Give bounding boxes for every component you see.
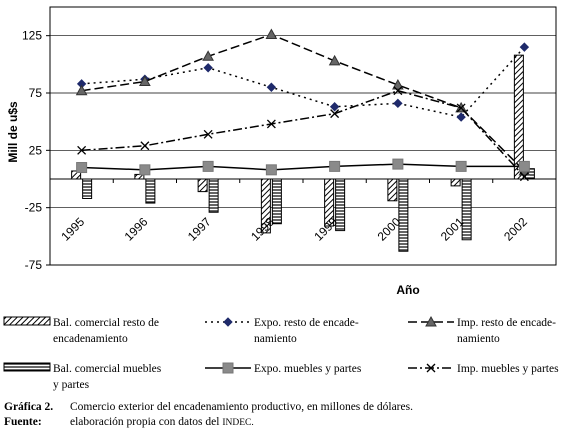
marker-square xyxy=(76,162,88,174)
marker-square xyxy=(202,160,214,172)
series-line-triangle xyxy=(81,33,525,172)
marker-x-stroke xyxy=(203,129,213,139)
marker-diamond xyxy=(329,102,340,112)
y-tick-label: -25 xyxy=(25,201,43,215)
marker-triangle xyxy=(392,78,404,90)
caption-text-1: Comercio exterior del encadenamiento pro… xyxy=(70,401,413,413)
marker-x xyxy=(77,145,87,155)
marker-x xyxy=(203,129,213,139)
marker-triangle xyxy=(265,28,278,40)
marker-triangle xyxy=(202,50,214,61)
marker-triangle xyxy=(139,75,151,87)
marker-square xyxy=(329,160,341,172)
legend-label: namiento xyxy=(457,333,500,345)
marker-square xyxy=(265,164,277,176)
marker-square xyxy=(455,160,467,172)
caption-label-1: Gráfica 2. xyxy=(4,401,53,413)
marker-diamond xyxy=(266,82,277,92)
legend-item: Imp. muebles y partes xyxy=(408,363,559,375)
legend-label: namiento xyxy=(254,333,297,345)
x-tick-label: 2002 xyxy=(501,215,530,244)
marker-square xyxy=(518,160,530,172)
caption-label-2: Fuente: xyxy=(4,416,42,428)
bar-horiz xyxy=(271,178,282,225)
bar-diag xyxy=(513,54,524,180)
marker-square xyxy=(139,164,151,176)
marker-x-stroke xyxy=(426,363,436,373)
x-tick-label: 1996 xyxy=(122,215,151,244)
y-axis-label: Mill de u$s xyxy=(6,101,20,163)
legend-label: Imp. muebles y partes xyxy=(457,363,559,375)
series-line-x xyxy=(81,89,525,178)
legend-item: Expo. resto de encade-namiento xyxy=(205,317,359,345)
legend-item: Bal. comercial resto de encadenamiento xyxy=(3,316,159,345)
legend-label: y partes xyxy=(53,379,90,391)
marker-triangle xyxy=(425,315,437,327)
marker-diamond xyxy=(393,98,403,109)
y-tick-label: 75 xyxy=(29,86,43,100)
plot-frame xyxy=(49,6,557,266)
caption-text-2: elaboración propia con datos del INDEC. xyxy=(70,416,254,428)
marker-x xyxy=(330,109,340,119)
x-tick-label: 1997 xyxy=(185,215,214,244)
bar-diag xyxy=(387,178,398,202)
bar-diag xyxy=(450,178,461,187)
marker-square xyxy=(392,158,404,170)
bar-diag xyxy=(324,178,335,227)
bar-horiz xyxy=(145,178,156,204)
bar-horiz xyxy=(461,178,472,241)
marker-x xyxy=(519,172,529,182)
marker-x-stroke xyxy=(140,141,150,151)
marker-x-stroke xyxy=(519,172,529,182)
marker-x-stroke xyxy=(266,119,276,129)
marker-square xyxy=(222,362,234,374)
legend-item: Imp. resto de encade-namiento xyxy=(408,315,556,345)
legend-label: Bal. comercial resto de xyxy=(53,317,159,329)
bar-horiz xyxy=(82,178,93,199)
marker-triangle xyxy=(328,54,341,66)
marker-x-stroke xyxy=(77,145,87,155)
bar-diag xyxy=(197,178,208,193)
legend-label: Expo. muebles y partes xyxy=(254,363,362,375)
legend-label: Imp. resto de encade- xyxy=(457,317,556,329)
x-axis-label: Año xyxy=(396,283,419,297)
bar-horiz xyxy=(208,178,219,213)
marker-x xyxy=(456,103,466,113)
marker-triangle xyxy=(75,84,88,96)
legend-label: Bal. comercial muebles xyxy=(53,363,162,375)
caption: Gráfica 2. Comercio exterior del encaden… xyxy=(4,401,413,428)
legend-label: encadenamiento xyxy=(53,333,128,345)
marker-x xyxy=(426,363,436,373)
caption-source: INDEC. xyxy=(222,418,253,428)
legend-item: Expo. muebles y partes xyxy=(205,362,362,375)
y-tick-label: 25 xyxy=(29,143,43,157)
marker-x-stroke xyxy=(330,109,340,119)
marker-x-stroke xyxy=(456,103,466,113)
legend-swatch-horiz xyxy=(3,362,51,372)
legend-label: Expo. resto de encade- xyxy=(254,317,359,329)
caption-text-2-main: elaboración propia con datos del xyxy=(70,416,219,428)
marker-x xyxy=(140,141,150,151)
marker-x-stroke xyxy=(393,86,403,96)
bar-horiz xyxy=(335,178,346,232)
x-tick-label: 1995 xyxy=(58,215,87,244)
y-tick-label: 125 xyxy=(22,29,42,43)
marker-diamond xyxy=(519,42,530,52)
marker-x xyxy=(266,119,276,129)
bar-diag xyxy=(260,178,271,234)
marker-diamond xyxy=(203,63,213,73)
marker-x xyxy=(393,86,403,96)
bar-horiz xyxy=(398,178,409,252)
legend-item: Bal. comercial muebles y partes xyxy=(3,362,162,391)
series-line-square xyxy=(81,163,525,171)
marker-diamond xyxy=(456,112,466,122)
legend-swatch-diag xyxy=(3,316,51,326)
y-tick-label: -75 xyxy=(25,258,43,272)
legend: Bal. comercial resto de encadenamiento Exp… xyxy=(3,315,559,391)
marker-diamond xyxy=(223,317,233,327)
